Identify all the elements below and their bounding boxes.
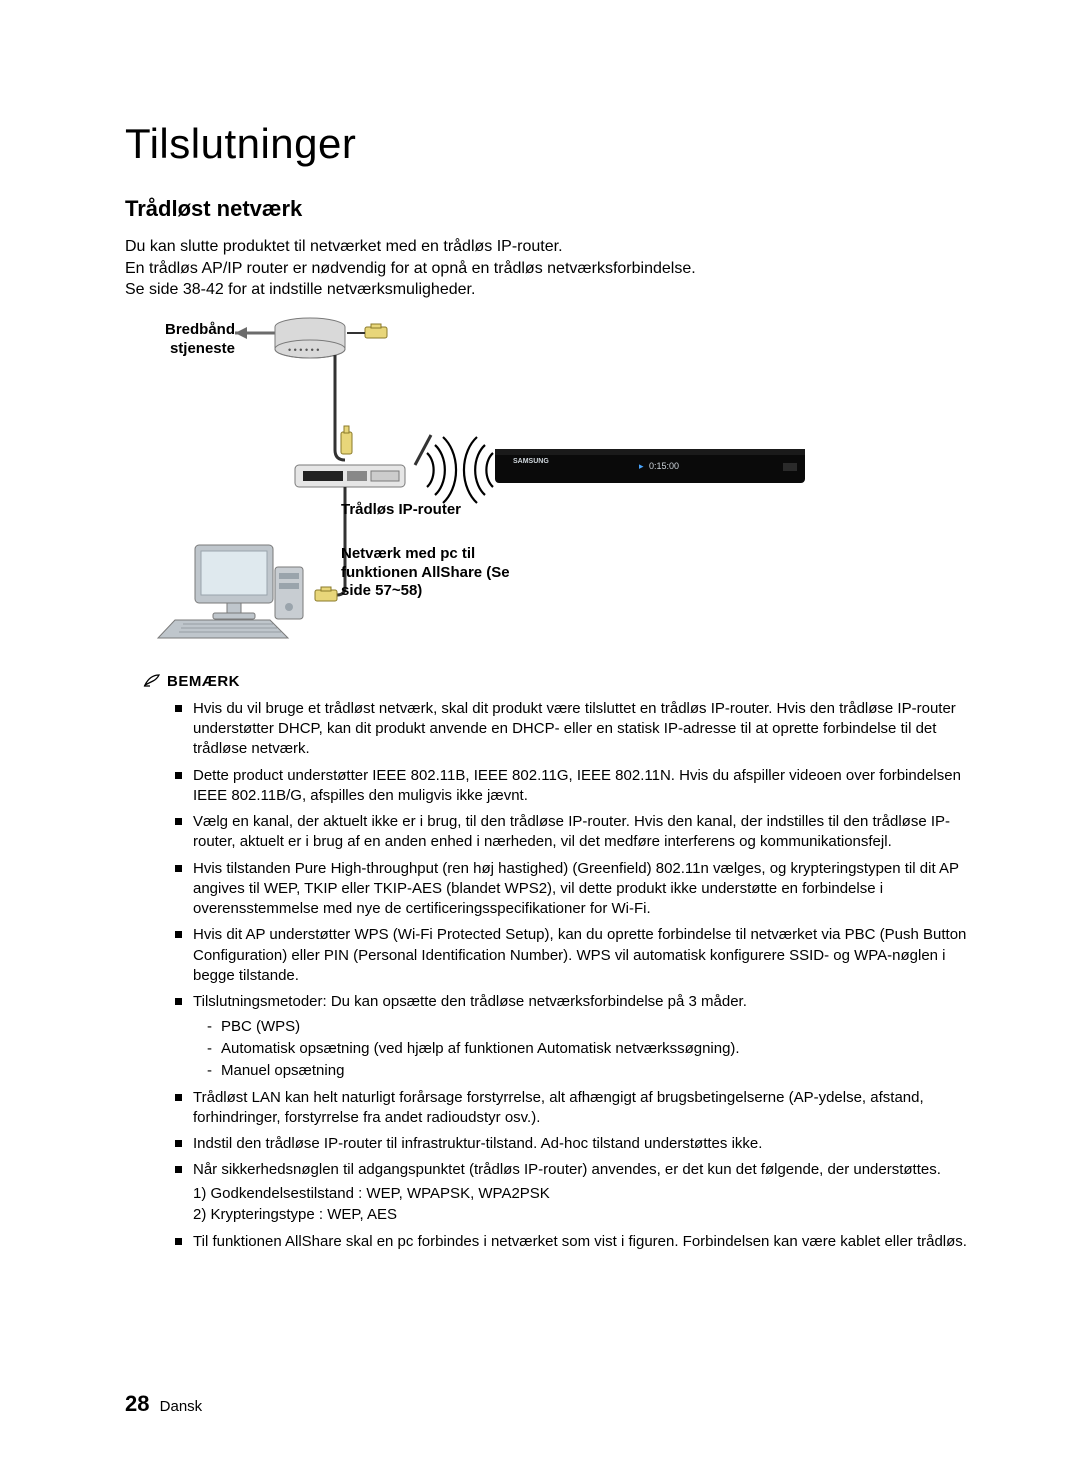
note-item-text: Hvis dit AP understøtter WPS (Wi-Fi Prot… — [193, 926, 966, 984]
note-numitem: 2) Krypteringstype : WEP, AES — [193, 1204, 985, 1226]
connector-icon — [347, 324, 387, 338]
diagram-label-pc: Netværk med pc til funktionen AllShare (… — [341, 545, 531, 601]
diagram-label-router: Trådløs IP-router — [341, 501, 461, 520]
note-item: Når sikkerhedsnøglen til adgangspunktet … — [175, 1160, 985, 1226]
note-subitem: PBC (WPS) — [207, 1016, 985, 1038]
connector-icon — [341, 426, 352, 454]
svg-text:• • • • • •: • • • • • • — [288, 345, 319, 355]
bluray-player-icon: SAMSUNG ▸ 0:15:00 — [495, 449, 805, 483]
note-numlist: 1) Godkendelsestilstand : WEP, WPAPSK, W… — [193, 1183, 985, 1227]
router-icon — [295, 435, 431, 487]
note-block: BEMÆRK Hvis du vil bruge et trådløst net… — [143, 673, 985, 1253]
diagram-label-broadband: Bredbånd stjeneste — [155, 321, 235, 359]
note-header-text: BEMÆRK — [167, 673, 240, 690]
note-item: Til funktionen AllShare skal en pc forbi… — [175, 1232, 985, 1252]
note-item: Trådløst LAN kan helt naturligt forårsag… — [175, 1088, 985, 1129]
note-subitem: Manuel opsætning — [207, 1060, 985, 1082]
svg-text:SAMSUNG: SAMSUNG — [513, 458, 549, 465]
note-sublist: PBC (WPS)Automatisk opsætning (ved hjælp… — [207, 1016, 985, 1081]
intro-line: Du kan slutte produktet til netværket me… — [125, 236, 985, 258]
note-item: Vælg en kanal, der aktuelt ikke er i bru… — [175, 812, 985, 853]
chapter-title: Tilslutninger — [125, 120, 985, 168]
note-item-text: Dette product understøtter IEEE 802.11B,… — [193, 767, 961, 804]
page-footer: 28 Dansk — [125, 1391, 202, 1417]
connector-icon — [315, 587, 337, 601]
note-item-text: Vælg en kanal, der aktuelt ikke er i bru… — [193, 813, 950, 850]
note-item: Dette product understøtter IEEE 802.11B,… — [175, 766, 985, 807]
intro-line: En trådløs AP/IP router er nødvendig for… — [125, 258, 985, 280]
player-display-text: 0:15:00 — [649, 461, 679, 471]
note-icon — [143, 673, 161, 691]
note-item-text: Til funktionen AllShare skal en pc forbi… — [193, 1233, 967, 1250]
pc-icon — [158, 545, 303, 638]
note-item: Tilslutningsmetoder: Du kan opsætte den … — [175, 992, 985, 1082]
note-item-text: Trådløst LAN kan helt naturligt forårsag… — [193, 1089, 924, 1126]
note-item: Hvis tilstanden Pure High-throughput (re… — [175, 859, 985, 920]
intro-line: Se side 38-42 for at indstille netværksm… — [125, 279, 985, 301]
note-numitem: 1) Godkendelsestilstand : WEP, WPAPSK, W… — [193, 1183, 985, 1205]
modem-icon: • • • • • • — [275, 318, 345, 358]
svg-text:▸: ▸ — [639, 461, 644, 471]
note-item: Hvis du vil bruge et trådløst netværk, s… — [175, 699, 985, 760]
note-item-text: Hvis tilstanden Pure High-throughput (re… — [193, 860, 959, 918]
wireless-waves-icon — [427, 437, 456, 503]
note-item: Indstil den trådløse IP-router til infra… — [175, 1134, 985, 1154]
note-item: Hvis dit AP understøtter WPS (Wi-Fi Prot… — [175, 925, 985, 986]
page-number: 28 — [125, 1391, 149, 1416]
note-item-text: Tilslutningsmetoder: Du kan opsætte den … — [193, 993, 747, 1010]
section-title: Trådløst netværk — [125, 196, 985, 222]
network-diagram: • • • • • • — [135, 315, 815, 645]
note-subitem: Automatisk opsætning (ved hjælp af funkt… — [207, 1038, 985, 1060]
note-item-text: Hvis du vil bruge et trådløst netværk, s… — [193, 700, 956, 758]
note-header: BEMÆRK — [143, 673, 985, 691]
wireless-waves-icon — [464, 437, 493, 503]
note-list: Hvis du vil bruge et trådløst netværk, s… — [175, 699, 985, 1253]
footer-language: Dansk — [160, 1398, 203, 1415]
note-item-text: Når sikkerhedsnøglen til adgangspunktet … — [193, 1161, 941, 1178]
note-item-text: Indstil den trådløse IP-router til infra… — [193, 1135, 762, 1152]
intro-text: Du kan slutte produktet til netværket me… — [125, 236, 985, 301]
